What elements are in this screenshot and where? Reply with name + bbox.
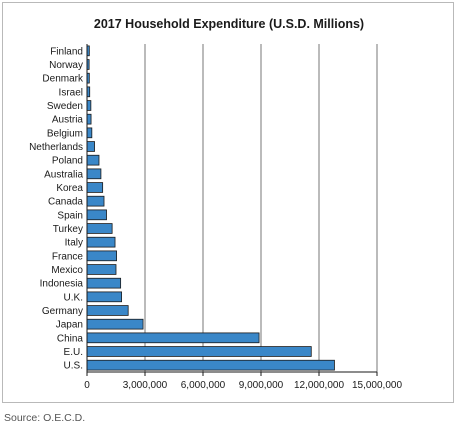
x-tick-label: 6,000,000 — [181, 380, 226, 391]
x-tick-label: 9,000,000 — [239, 380, 284, 391]
category-label: Sweden — [47, 101, 83, 112]
bar — [86, 195, 105, 207]
chart-title: 2017 Household Expenditure (U.S.D. Milli… — [93, 17, 365, 31]
category-label: Korea — [56, 183, 83, 194]
category-label: Norway — [49, 60, 83, 71]
bar — [86, 100, 92, 111]
category-label: U.S. — [64, 361, 83, 372]
bar — [86, 332, 260, 344]
x-tick-label: 3,000,000 — [123, 380, 168, 391]
category-label: Canada — [48, 197, 83, 208]
category-label: U.K. — [64, 292, 83, 303]
category-label: Germany — [42, 306, 83, 317]
bar-chart: Finland Norway Denmark Israel Sweden Austria B… — [29, 44, 402, 391]
category-label: Denmark — [42, 74, 84, 85]
category-label: Spain — [57, 210, 83, 221]
x-tick-label: 15,000,000 — [352, 380, 402, 391]
category-label: Mexico — [51, 265, 83, 276]
bar — [86, 264, 117, 275]
category-label: Italy — [65, 238, 83, 249]
source-note: Source: O.E.C.D. — [4, 412, 86, 424]
bar — [86, 277, 122, 289]
bar — [86, 318, 144, 330]
bar — [86, 113, 92, 125]
bar — [86, 168, 102, 180]
category-label: Austria — [52, 115, 84, 126]
category-label: Poland — [52, 156, 83, 167]
category-label: Israel — [59, 87, 83, 98]
category-label: China — [57, 333, 84, 344]
x-tick-label: 12,000,000 — [294, 380, 344, 391]
bar — [86, 305, 129, 316]
x-tick-label: 0 — [84, 380, 90, 391]
bar — [86, 127, 93, 139]
category-label: Turkey — [53, 224, 83, 235]
bar — [86, 346, 312, 357]
bar — [86, 236, 116, 248]
bar — [86, 291, 123, 303]
category-label: Finland — [50, 46, 83, 57]
category-label: Indonesia — [40, 279, 84, 290]
category-label: Australia — [44, 169, 83, 180]
bar — [86, 359, 335, 371]
bar — [86, 250, 117, 262]
bar — [86, 182, 104, 193]
bar — [86, 154, 100, 166]
category-label: Netherlands — [29, 142, 83, 153]
category-label: Belgium — [47, 128, 83, 139]
category-label: France — [52, 251, 84, 262]
bar — [86, 223, 113, 234]
bar — [86, 209, 107, 221]
category-label: E.U. — [64, 347, 83, 358]
category-label: Japan — [56, 320, 83, 331]
bar — [86, 141, 95, 152]
